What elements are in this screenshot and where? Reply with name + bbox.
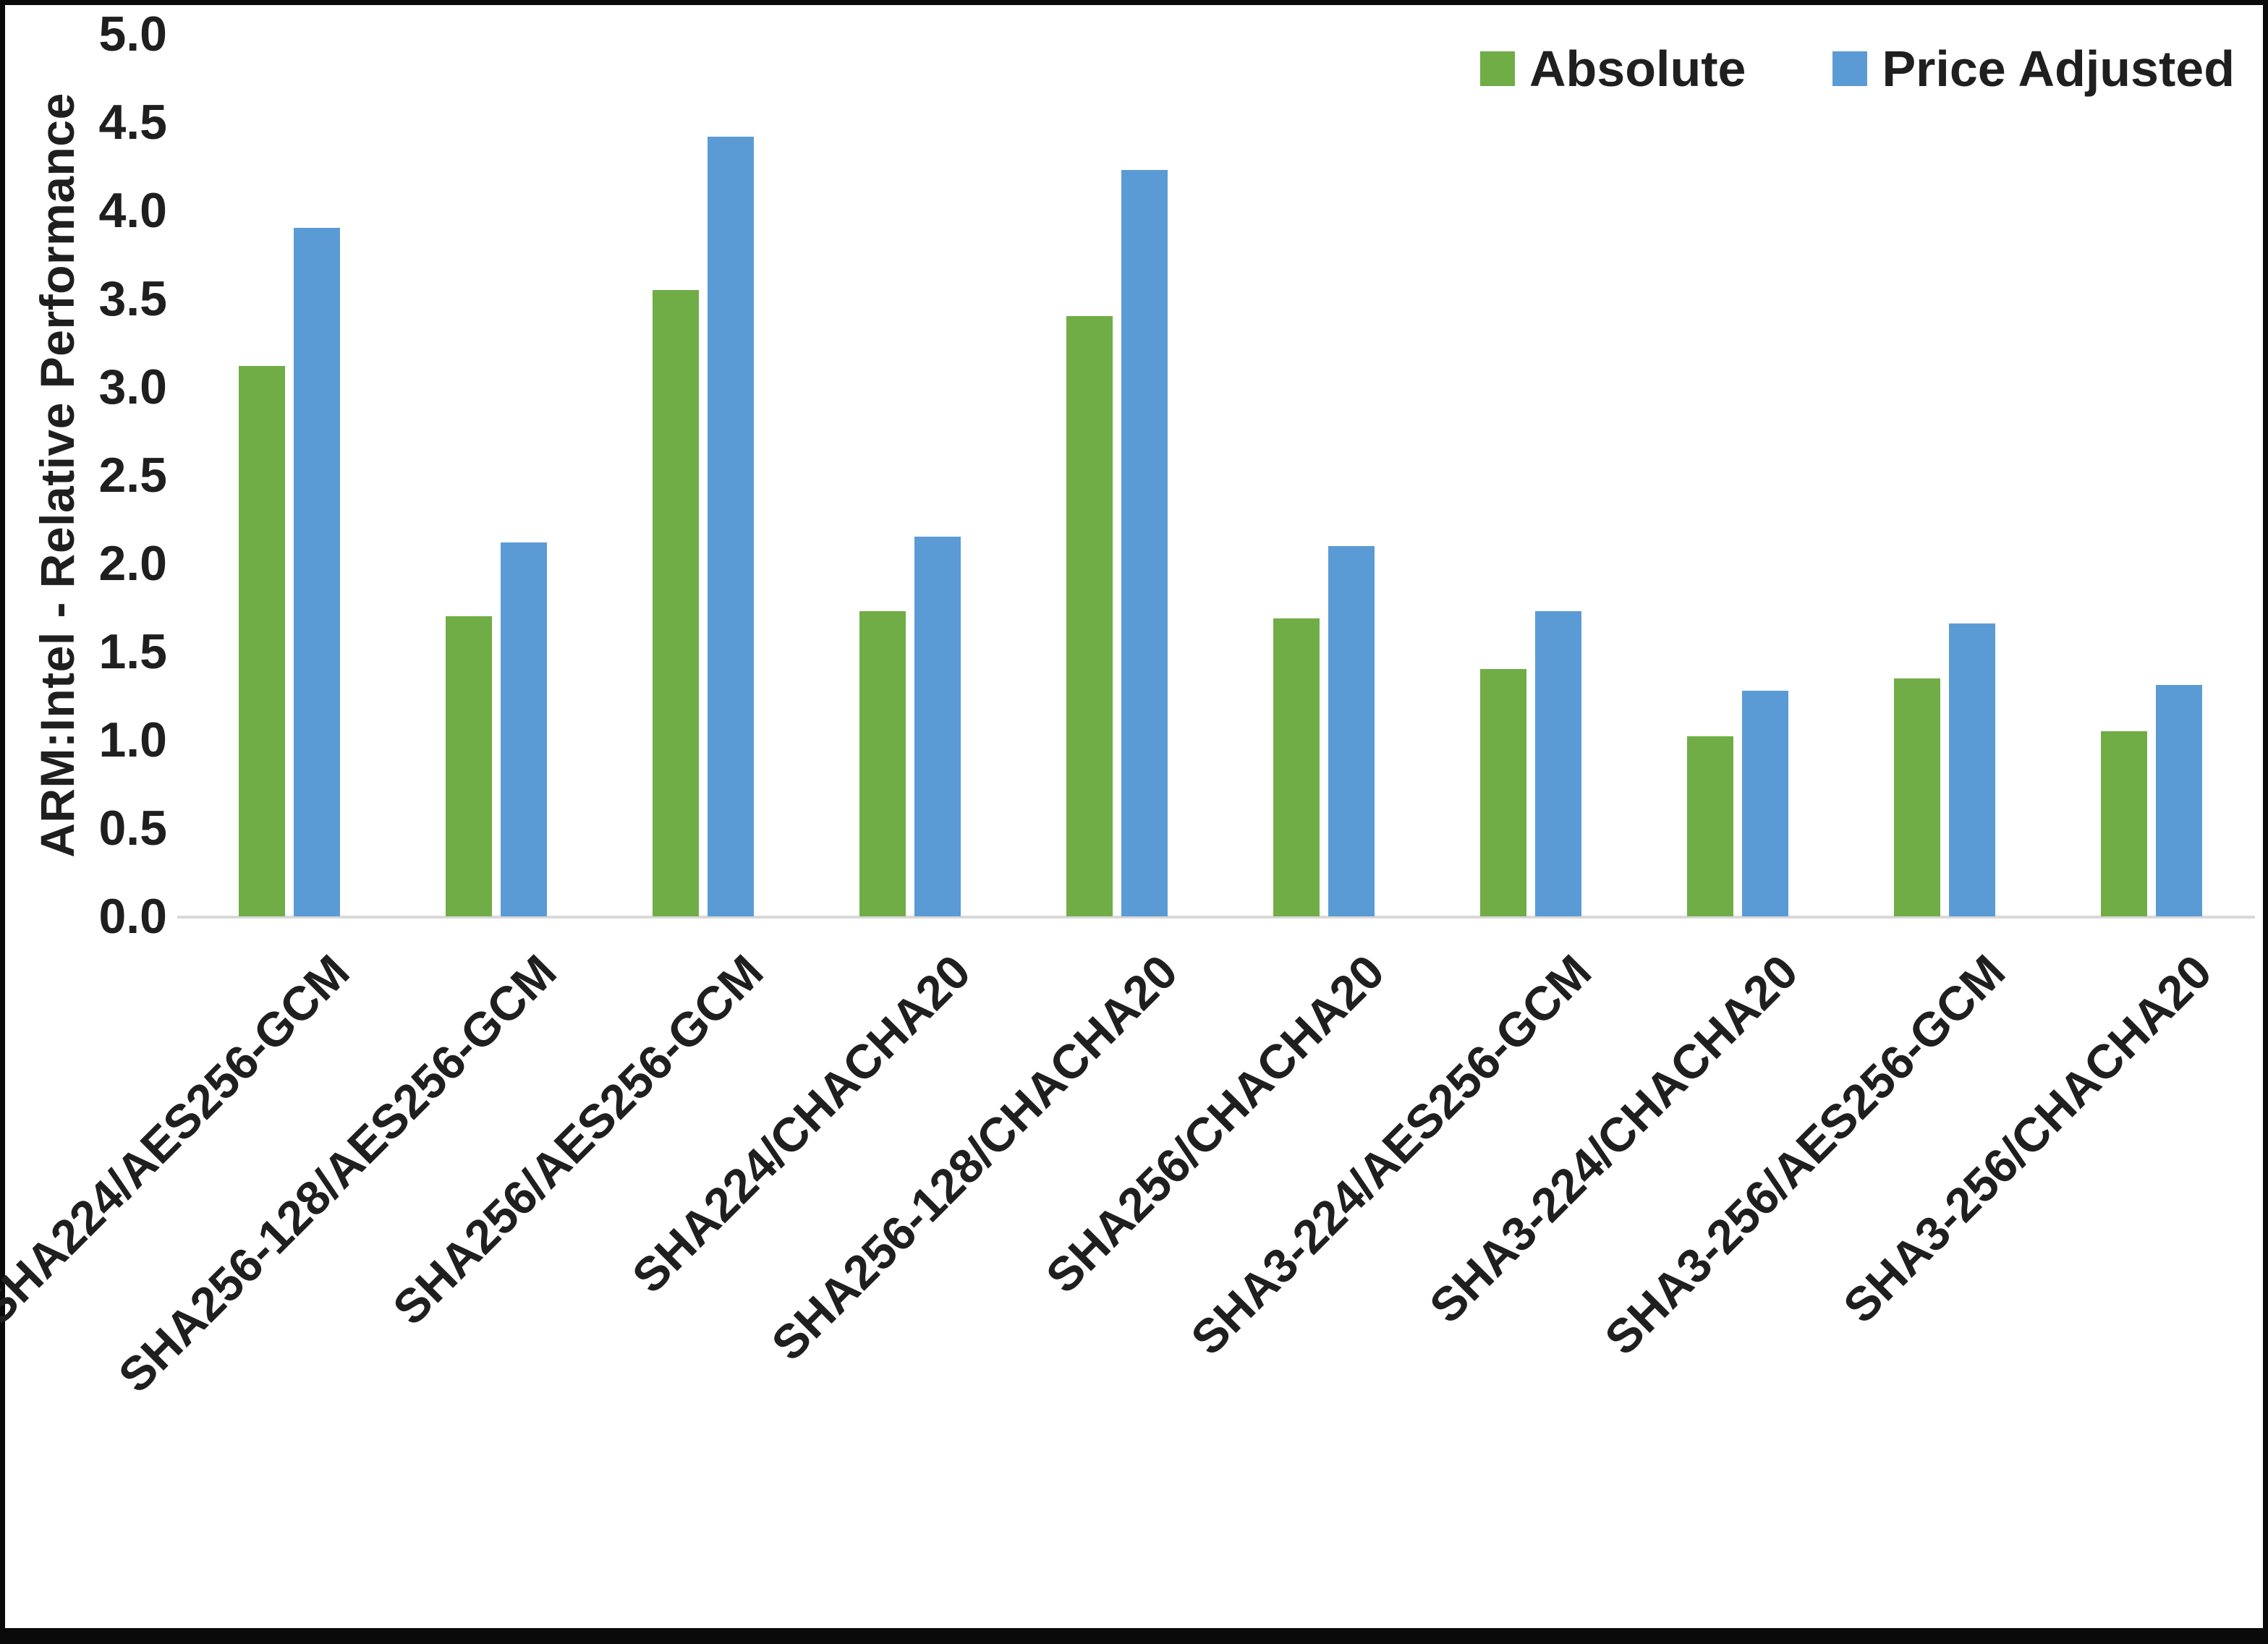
bar-absolute [446,616,492,916]
bar-absolute [1480,669,1526,916]
legend-item-price-adjusted: Price Adjusted [1832,40,2235,98]
bar-price-adjusted [1121,169,1168,916]
x-axis-label: SHA256-128/CHACHA20 [760,944,1188,1371]
bar-absolute [1687,736,1733,916]
bar-absolute [653,289,699,916]
x-axis-label: SHA224/CHACHA20 [621,944,981,1303]
bar-absolute [1273,618,1320,916]
y-axis-tick: 2.5 [98,448,167,503]
legend-swatch-absolute [1480,51,1515,86]
x-axis-label: SHA3-256/AES256-GCM [1594,944,2016,1366]
bar-price-adjusted [1949,623,1995,916]
x-axis-label: SHA256/AES256-GCM [383,944,774,1335]
bar-price-adjusted [294,228,340,916]
y-axis-tick: 4.5 [98,95,167,150]
legend-swatch-price-adjusted [1832,51,1868,86]
bar-absolute [1066,316,1113,916]
bar-price-adjusted [1328,545,1375,916]
y-axis-tick: 1.5 [98,624,167,679]
x-axis-labels: SHA224/AES256-GCM SHA256-128/AES256-GCM SH… [0,931,2255,1618]
bar-absolute [859,610,906,916]
legend-label-absolute: Absolute [1529,41,1746,97]
bar-price-adjusted [914,537,961,916]
x-axis-label: SHA3-224/CHACHA20 [1419,944,1809,1334]
bar-absolute [2101,731,2147,916]
bar-chart-figure: ARM:Intel - Relative Performance 5.0 4.5 4… [0,5,2263,1628]
x-axis-label: SHA3-224/AES256-GCM [1180,944,1602,1366]
y-axis-tick: 3.0 [98,359,167,414]
bar-price-adjusted [1742,690,1788,916]
legend: Absolute Price Adjusted [1480,40,2235,98]
y-axis-tick: 1.0 [98,712,167,767]
y-axis-tick: 0.0 [98,889,167,944]
y-axis-tick: 2.0 [98,536,167,591]
y-axis-tick: 3.5 [98,271,167,326]
bar-absolute [239,365,285,916]
y-axis-tick-labels: 5.0 4.5 4.0 3.5 3.0 2.5 2.0 1.5 1.0 0.5 0.0 [5,7,177,944]
x-axis-label: SHA224/AES256-GCM [0,944,360,1335]
bar-price-adjusted [1535,610,1581,916]
bar-price-adjusted [708,136,754,916]
plot-area: Absolute Price Adjusted [177,34,2255,919]
bar-absolute [1894,678,1940,916]
x-axis-label: SHA256/CHACHA20 [1035,944,1395,1303]
legend-item-absolute: Absolute [1480,40,1746,98]
bar-price-adjusted [2156,685,2202,916]
x-axis-label: SHA3-256/CHACHA20 [1832,944,2222,1334]
y-axis-tick: 0.5 [98,801,167,856]
y-axis-tick: 5.0 [98,7,167,61]
bar-price-adjusted [501,542,547,916]
x-axis-line [177,916,2255,919]
y-axis-tick: 4.0 [98,183,167,238]
x-axis-label: SHA256-128/AES256-GCM [108,944,567,1403]
legend-label-price-adjusted: Price Adjusted [1882,41,2235,97]
